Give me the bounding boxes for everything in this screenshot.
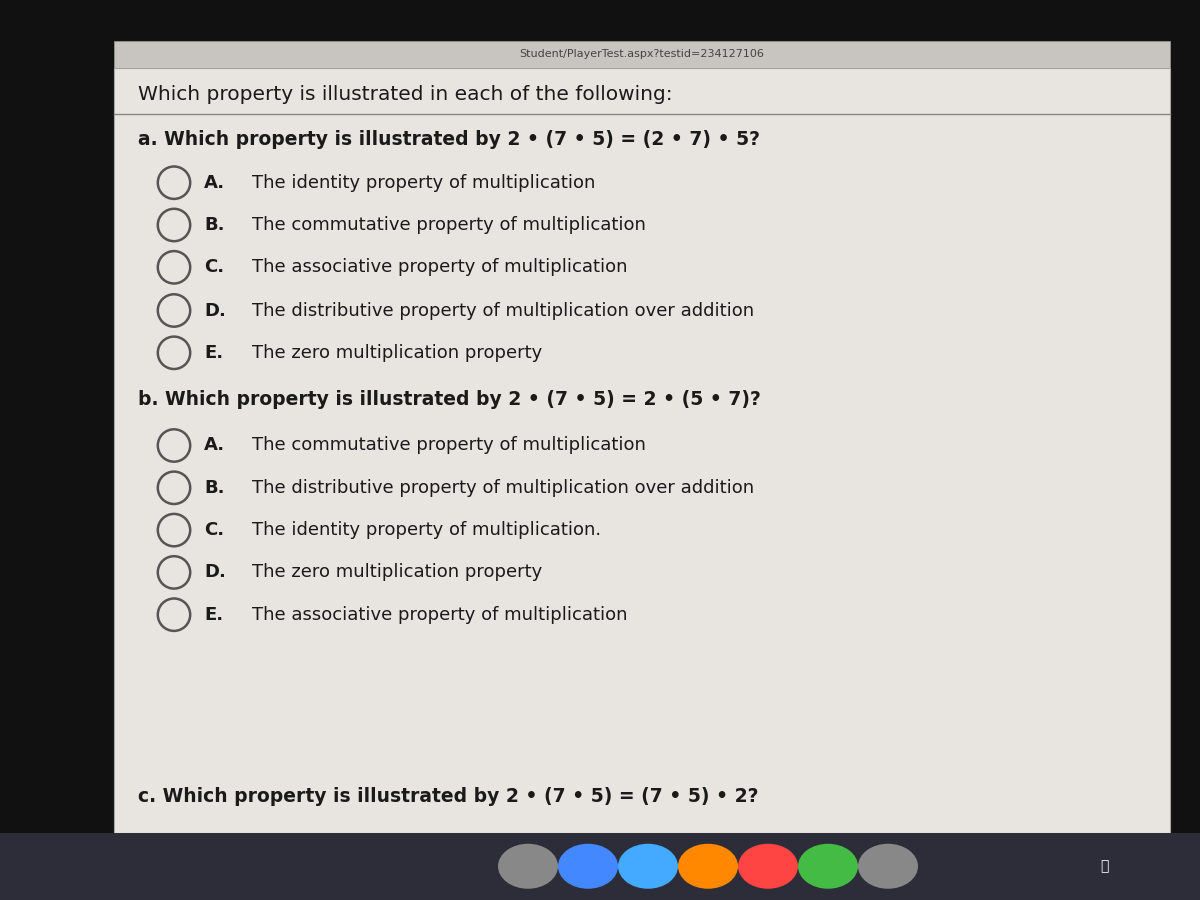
Text: The zero multiplication property: The zero multiplication property <box>252 344 542 362</box>
Text: The commutative property of multiplication: The commutative property of multiplicati… <box>252 216 646 234</box>
Text: A.: A. <box>204 174 226 192</box>
FancyBboxPatch shape <box>114 68 1170 833</box>
Text: The distributive property of multiplication over addition: The distributive property of multiplicat… <box>252 302 754 319</box>
Circle shape <box>678 844 738 889</box>
Circle shape <box>558 844 618 889</box>
Text: C.: C. <box>204 258 224 276</box>
Text: B.: B. <box>204 216 224 234</box>
Text: B.: B. <box>204 479 224 497</box>
Circle shape <box>738 844 798 889</box>
Circle shape <box>798 844 858 889</box>
Text: The zero multiplication property: The zero multiplication property <box>252 563 542 581</box>
Text: The distributive property of multiplication over addition: The distributive property of multiplicat… <box>252 479 754 497</box>
Text: The identity property of multiplication: The identity property of multiplication <box>252 174 595 192</box>
Text: a. Which property is illustrated by 2 • (7 • 5) = (2 • 7) • 5?: a. Which property is illustrated by 2 • … <box>138 130 760 149</box>
FancyBboxPatch shape <box>0 832 1200 900</box>
Text: A.: A. <box>204 436 226 454</box>
Text: The identity property of multiplication.: The identity property of multiplication. <box>252 521 601 539</box>
Circle shape <box>858 844 918 889</box>
Text: 🔊: 🔊 <box>1100 860 1108 873</box>
Text: D.: D. <box>204 302 226 319</box>
Text: C.: C. <box>204 521 224 539</box>
Circle shape <box>618 844 678 889</box>
Text: Student/PlayerTest.aspx?testid=234127106: Student/PlayerTest.aspx?testid=234127106 <box>520 49 764 59</box>
Text: E.: E. <box>204 606 223 624</box>
Circle shape <box>498 844 558 889</box>
Text: The associative property of multiplication: The associative property of multiplicati… <box>252 606 628 624</box>
Text: c. Which property is illustrated by 2 • (7 • 5) = (7 • 5) • 2?: c. Which property is illustrated by 2 • … <box>138 787 758 806</box>
Text: The associative property of multiplication: The associative property of multiplicati… <box>252 258 628 276</box>
Text: b. Which property is illustrated by 2 • (7 • 5) = 2 • (5 • 7)?: b. Which property is illustrated by 2 • … <box>138 390 761 410</box>
Text: D.: D. <box>204 563 226 581</box>
Text: Which property is illustrated in each of the following:: Which property is illustrated in each of… <box>138 85 673 104</box>
FancyBboxPatch shape <box>114 40 1170 68</box>
Text: E.: E. <box>204 344 223 362</box>
Text: The commutative property of multiplication: The commutative property of multiplicati… <box>252 436 646 454</box>
